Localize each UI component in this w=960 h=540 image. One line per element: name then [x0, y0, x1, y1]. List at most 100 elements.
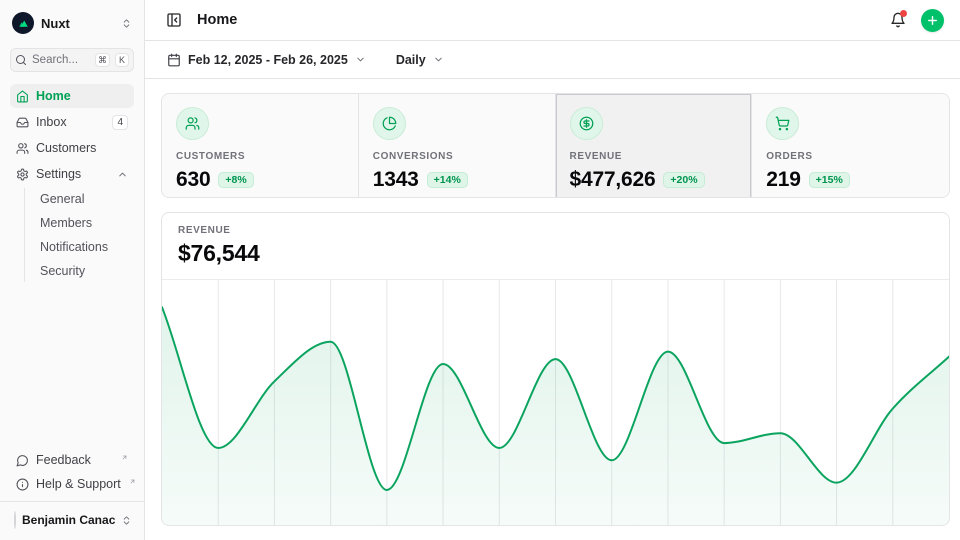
page-title: Home — [197, 12, 238, 28]
stat-card-orders[interactable]: ORDERS 219 +15% — [752, 94, 949, 197]
sidebar-item-inbox[interactable]: Inbox 4 — [10, 110, 134, 134]
chart-area-fill — [162, 307, 949, 525]
sidebar: Nuxt Search... ⌘ K Home — [0, 0, 145, 540]
main-area: Home Feb 12, 2025 - Feb 26, 2025 Daily — [145, 0, 960, 540]
chevrons-up-down-icon — [121, 18, 132, 29]
stat-label: CONVERSIONS — [372, 151, 454, 162]
stats-row: CUSTOMERS 630 +8% CONVERSIONS 1343 +14% — [161, 93, 950, 198]
message-circle-icon — [16, 454, 29, 467]
dollar-circle-icon — [579, 116, 593, 131]
search-input[interactable]: Search... ⌘ K — [10, 48, 134, 72]
sidebar-item-label: Home — [36, 89, 71, 103]
chevrons-up-down-icon — [121, 515, 132, 526]
stat-card-customers[interactable]: CUSTOMERS 630 +8% — [162, 94, 359, 197]
notification-dot — [900, 10, 907, 17]
stat-delta-badge: +14% — [426, 172, 468, 188]
stat-value: 630 — [176, 168, 211, 191]
sidebar-item-label: Security — [40, 264, 86, 278]
external-link-icon — [121, 454, 128, 461]
filters-toolbar: Feb 12, 2025 - Feb 26, 2025 Daily — [145, 41, 960, 79]
chart-line — [162, 306, 949, 491]
revenue-area-chart[interactable] — [162, 279, 949, 525]
sidebar-item-security[interactable]: Security — [34, 260, 134, 282]
chevron-down-icon — [435, 57, 442, 62]
avatar — [14, 511, 16, 529]
stat-delta-badge: +15% — [808, 172, 850, 188]
sidebar-item-members[interactable]: Members — [34, 212, 134, 234]
info-circle-icon — [16, 478, 29, 491]
stat-icon-circle — [569, 107, 603, 140]
stat-delta-badge: +8% — [218, 172, 254, 188]
chevron-up-icon — [117, 169, 128, 180]
panel-left-close-icon — [167, 13, 181, 27]
footer-link-label: Help & Support — [36, 477, 121, 491]
period-value: Daily — [395, 52, 426, 67]
sidebar-item-label: Settings — [36, 167, 82, 181]
stat-value: 1343 — [372, 168, 419, 191]
stat-icon-circle — [766, 107, 800, 140]
sidebar-footer: Feedback Help & Support Benjamin Canac — [0, 449, 144, 532]
sidebar-item-home[interactable]: Home — [10, 84, 134, 108]
date-range-picker[interactable]: Feb 12, 2025 - Feb 26, 2025 — [161, 49, 372, 71]
feedback-link[interactable]: Feedback — [10, 449, 134, 471]
stat-value: $477,626 — [569, 168, 656, 191]
sidebar-item-general[interactable]: General — [34, 188, 134, 210]
kbd-k: K — [115, 53, 129, 67]
sidebar-item-notifications[interactable]: Notifications — [34, 236, 134, 258]
nuxt-logo-icon — [12, 12, 34, 34]
chart-header: REVENUE $76,544 — [162, 213, 949, 280]
sidebar-spacer — [10, 284, 134, 449]
sidebar-nav: Home Inbox 4 Customers Settings — [10, 84, 134, 284]
bell-icon — [891, 12, 905, 28]
stat-label: ORDERS — [766, 151, 813, 162]
gear-icon — [16, 168, 29, 181]
collapse-sidebar-button[interactable] — [161, 7, 187, 33]
users-icon — [16, 142, 29, 155]
page-header: Home — [145, 0, 960, 41]
chart-metric-value: $76,544 — [178, 239, 260, 266]
stat-card-revenue[interactable]: REVENUE $477,626 +20% — [555, 94, 753, 197]
user-name: Benjamin Canac — [22, 513, 116, 527]
plus-icon — [928, 15, 937, 25]
stat-label: REVENUE — [569, 151, 623, 162]
help-support-link[interactable]: Help & Support — [10, 473, 136, 495]
pie-chart-icon — [382, 116, 397, 131]
calendar-icon — [168, 53, 180, 66]
footer-link-label: Feedback — [36, 453, 91, 467]
chevron-down-icon — [357, 57, 364, 62]
house-icon — [16, 90, 29, 103]
user-menu[interactable]: Benjamin Canac — [10, 508, 134, 532]
stat-label: CUSTOMERS — [176, 151, 246, 162]
sidebar-item-label: General — [40, 192, 85, 206]
add-button[interactable] — [921, 8, 944, 32]
users-icon — [185, 117, 200, 130]
dashboard-content: CUSTOMERS 630 +8% CONVERSIONS 1343 +14% — [145, 79, 960, 540]
search-icon — [15, 54, 27, 66]
stat-value: 219 — [766, 168, 801, 191]
stat-icon-circle — [176, 107, 209, 140]
external-link-icon — [129, 478, 136, 485]
period-select[interactable]: Daily — [390, 49, 450, 71]
settings-submenu: General Members Notifications Security — [24, 188, 134, 282]
workspace-name: Nuxt — [41, 15, 70, 31]
date-range-value: Feb 12, 2025 - Feb 26, 2025 — [188, 52, 348, 67]
sidebar-item-customers[interactable]: Customers — [10, 136, 134, 160]
sidebar-item-label: Inbox — [36, 115, 67, 129]
sidebar-item-settings[interactable]: Settings — [10, 162, 134, 186]
notifications-button[interactable] — [885, 7, 911, 33]
search-placeholder: Search... — [32, 54, 79, 66]
stat-icon-circle — [372, 107, 406, 140]
workspace-switcher[interactable]: Nuxt — [10, 8, 134, 38]
sidebar-item-label: Customers — [36, 141, 97, 155]
chart-metric-label: REVENUE — [178, 224, 231, 236]
kbd-cmd: ⌘ — [95, 53, 110, 67]
sidebar-item-label: Notifications — [40, 240, 109, 254]
inbox-icon — [16, 116, 29, 129]
revenue-chart-card: REVENUE $76,544 — [161, 211, 950, 526]
inbox-count-badge: 4 — [112, 114, 128, 130]
cart-icon — [775, 116, 790, 131]
sidebar-item-label: Members — [40, 216, 93, 230]
stat-card-conversions[interactable]: CONVERSIONS 1343 +14% — [358, 94, 556, 197]
stat-delta-badge: +20% — [663, 172, 705, 188]
